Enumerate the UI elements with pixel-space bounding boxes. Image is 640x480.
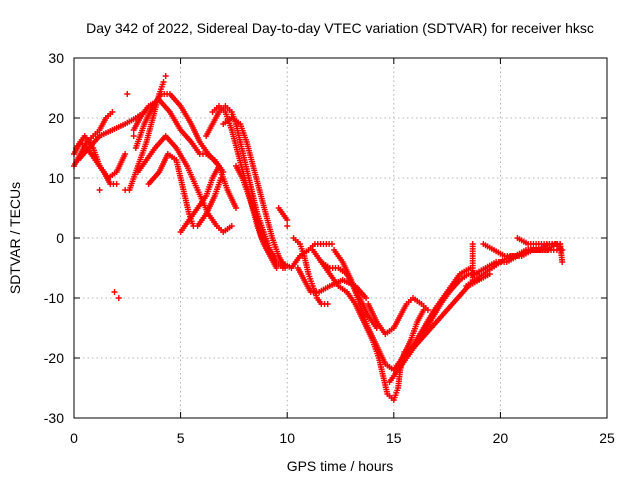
y-tick-label: 20 bbox=[48, 110, 64, 126]
plot-frame bbox=[73, 57, 608, 419]
data-point-isolated bbox=[130, 133, 137, 139]
data-point-isolated bbox=[162, 73, 169, 79]
data-point bbox=[113, 181, 120, 187]
data-point-isolated bbox=[115, 295, 122, 301]
data-point bbox=[218, 175, 225, 181]
data-point bbox=[109, 109, 116, 115]
data-point bbox=[122, 151, 129, 157]
chart-title: Day 342 of 2022, Sidereal Day-to-day VTE… bbox=[86, 20, 594, 36]
data-point-isolated bbox=[96, 187, 103, 193]
x-tick-label: 0 bbox=[70, 430, 78, 446]
data-point bbox=[273, 265, 280, 271]
y-tick-label: -20 bbox=[44, 350, 64, 366]
x-tick-label: 5 bbox=[177, 430, 185, 446]
data-point-isolated bbox=[284, 223, 291, 229]
y-tick-label: 10 bbox=[48, 170, 64, 186]
y-axis-label: SDTVAR / TECUs bbox=[7, 182, 23, 294]
x-tick-label: 25 bbox=[599, 430, 615, 446]
y-tick-label: -10 bbox=[44, 290, 64, 306]
data-point bbox=[324, 301, 331, 307]
grid-lines bbox=[74, 58, 607, 418]
x-tick-label: 15 bbox=[386, 430, 402, 446]
data-point bbox=[424, 307, 431, 313]
data-point bbox=[363, 295, 370, 301]
data-points bbox=[71, 73, 566, 403]
y-tick-label: -30 bbox=[44, 410, 64, 426]
data-point-isolated bbox=[122, 187, 129, 193]
x-tick-label: 20 bbox=[493, 430, 509, 446]
data-point bbox=[228, 223, 235, 229]
y-tick-label: 0 bbox=[56, 230, 64, 246]
x-axis-label: GPS time / hours bbox=[287, 458, 394, 474]
data-point bbox=[271, 253, 278, 259]
data-point bbox=[215, 163, 222, 169]
x-tick-label: 10 bbox=[279, 430, 295, 446]
data-point bbox=[284, 217, 291, 223]
data-point bbox=[328, 241, 335, 247]
tick-labels: 0 5 10 15 20 25 -30 -20 -10 0 10 20 30 bbox=[44, 50, 615, 446]
y-tick-label: 30 bbox=[48, 50, 64, 66]
data-point bbox=[220, 169, 227, 175]
data-point bbox=[233, 205, 240, 211]
data-point bbox=[559, 259, 566, 265]
data-point bbox=[160, 79, 167, 85]
data-point-isolated bbox=[111, 289, 118, 295]
data-point-isolated bbox=[124, 91, 131, 97]
